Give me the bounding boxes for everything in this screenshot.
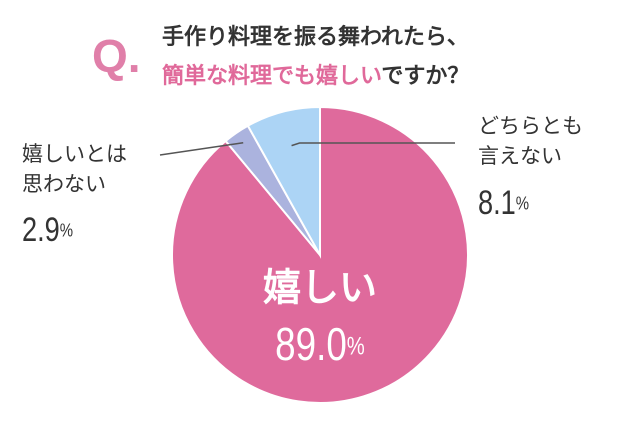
title-line: 簡単な料理でも嬉しいですか？: [162, 63, 469, 89]
value-label: 89.0%: [275, 318, 365, 370]
leader-line: [159, 142, 244, 156]
value-number: 8.1: [478, 183, 516, 222]
slice-label: 言えない: [478, 144, 562, 168]
slice-label: どちらとも: [478, 114, 583, 138]
slice-label: 思わない: [22, 172, 106, 196]
value-number: 89.0: [275, 318, 347, 370]
value-number: 2.9: [22, 210, 60, 249]
slice-label: 嬉しい: [263, 266, 377, 310]
title-highlight: 簡単な料理でも嬉しい: [162, 63, 381, 89]
value-unit: %: [60, 220, 73, 241]
value-label: 8.1%: [478, 183, 529, 222]
slice-label: 嬉しいとは: [22, 142, 127, 166]
value-unit: %: [516, 193, 529, 214]
value-unit: %: [347, 331, 365, 360]
title-line: 手作り料理を振る舞われたら、: [162, 24, 469, 50]
title-rest: ですか？: [381, 64, 469, 89]
pie-slice: [246, 105, 321, 259]
leader-line: [291, 142, 455, 147]
value-label: 2.9%: [22, 210, 73, 249]
q-mark: Q.: [92, 30, 141, 82]
